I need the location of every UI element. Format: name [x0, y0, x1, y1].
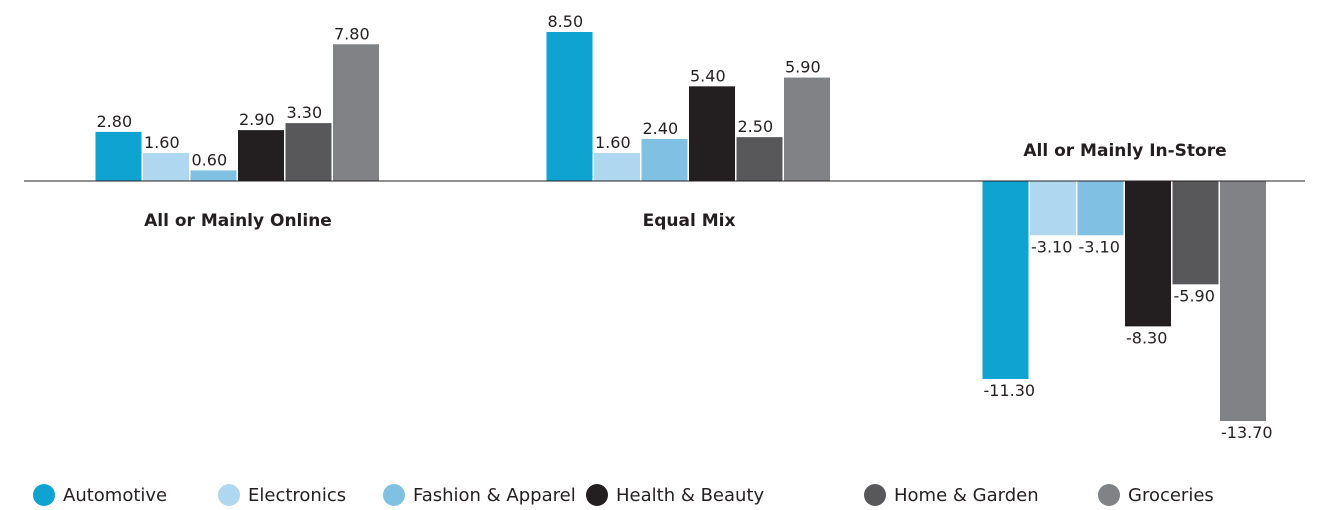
data-label: -11.30 — [984, 381, 1036, 400]
legend-label: Automotive — [63, 485, 167, 506]
bar — [736, 137, 783, 181]
bar — [689, 86, 735, 181]
bar — [95, 131, 142, 181]
data-label: 2.50 — [738, 117, 774, 136]
legend-label: Health & Beauty — [616, 485, 765, 506]
data-label: 0.60 — [192, 150, 228, 169]
data-label: -3.10 — [1079, 237, 1120, 256]
legend-label: Electronics — [248, 485, 346, 506]
legend-label: Fashion & Apparel — [413, 485, 576, 506]
bar — [1030, 180, 1076, 236]
bar — [784, 77, 830, 181]
data-label: 8.50 — [548, 12, 584, 31]
group-label: All or Mainly Online — [144, 211, 332, 231]
bar — [1077, 180, 1124, 236]
data-label: -13.70 — [1221, 423, 1273, 442]
data-label: 2.90 — [239, 110, 275, 129]
legend-swatch — [864, 484, 886, 506]
legend-swatch — [1098, 484, 1120, 506]
legend-label: Home & Garden — [894, 485, 1039, 506]
data-label: -8.30 — [1126, 328, 1167, 347]
bar — [1125, 180, 1171, 327]
bar — [190, 170, 237, 181]
bar — [982, 180, 1029, 379]
legend-swatch — [33, 484, 55, 506]
bar — [641, 138, 688, 181]
data-label: -5.90 — [1174, 286, 1215, 305]
group-label: All or Mainly In-Store — [1023, 141, 1226, 161]
data-label: 1.60 — [595, 133, 631, 152]
data-label: 5.90 — [785, 58, 821, 77]
bar — [546, 32, 593, 181]
data-label: 3.30 — [287, 103, 323, 122]
data-label: 2.80 — [97, 112, 133, 131]
legend-swatch — [383, 484, 405, 506]
bar — [1220, 180, 1266, 421]
data-label: 7.80 — [334, 24, 370, 43]
bar — [143, 152, 189, 181]
data-label: 1.60 — [144, 133, 180, 152]
bar — [333, 44, 379, 181]
data-label: -3.10 — [1031, 237, 1072, 256]
bar — [1172, 180, 1219, 285]
group-label: Equal Mix — [643, 211, 736, 231]
data-label: 2.40 — [643, 119, 679, 138]
legend-swatch — [586, 484, 608, 506]
legend-label: Groceries — [1128, 485, 1214, 506]
bar — [285, 123, 332, 181]
bar — [238, 130, 284, 181]
data-label: 5.40 — [690, 66, 726, 85]
legend-swatch — [218, 484, 240, 506]
bar — [594, 152, 640, 181]
